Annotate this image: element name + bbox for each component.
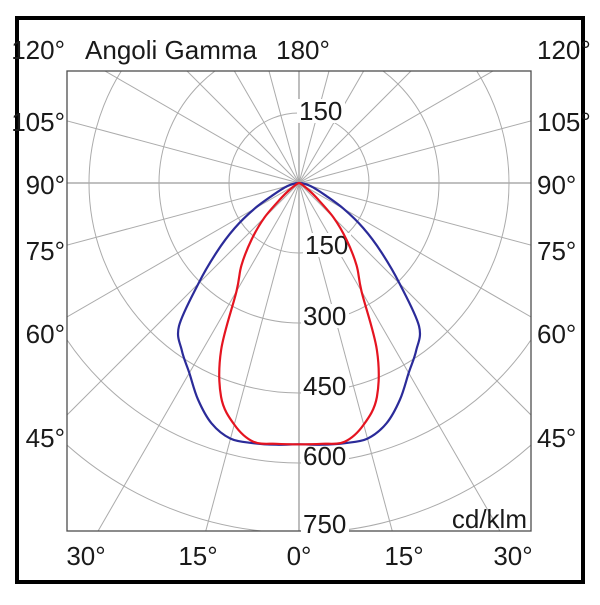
ring-value-label: 750 bbox=[303, 509, 346, 539]
ring-value-label: 150 bbox=[299, 96, 342, 126]
chart-title: Angoli Gamma bbox=[85, 35, 257, 65]
grid-ring-circle bbox=[88, 71, 510, 394]
angle-label-bottom-30r: 30° bbox=[493, 541, 532, 571]
angle-label-bottom-15r: 15° bbox=[384, 541, 423, 571]
photometric-curves bbox=[176, 181, 422, 446]
angle-label-bottom-15l: 15° bbox=[178, 541, 217, 571]
ring-labels: 150 150 300 450 600 750 bbox=[297, 96, 351, 539]
angle-label-top-180: 180° bbox=[276, 35, 330, 65]
ring-label-mask bbox=[301, 374, 349, 398]
grid-ray-line bbox=[67, 120, 531, 246]
angle-label-left-120: 120° bbox=[11, 35, 65, 65]
ring-value-label: 600 bbox=[303, 441, 346, 471]
ring-value-label: 450 bbox=[303, 371, 346, 401]
curve-c90-c270 bbox=[218, 181, 380, 446]
angle-label-bottom-0: 0° bbox=[287, 541, 312, 571]
ring-label-mask bbox=[301, 444, 349, 468]
ring-label-mask bbox=[297, 99, 345, 123]
ring-label-mask bbox=[301, 512, 349, 536]
grid-ring-circle bbox=[158, 71, 440, 324]
angle-label-left-90: 90° bbox=[26, 170, 65, 200]
ring-value-label: 300 bbox=[303, 301, 346, 331]
angle-label-left-105: 105° bbox=[11, 107, 65, 137]
angle-label-left-60: 60° bbox=[26, 319, 65, 349]
angle-label-bottom-30l: 30° bbox=[66, 541, 105, 571]
ring-label-mask bbox=[301, 304, 349, 328]
grid-ray-line bbox=[67, 120, 531, 246]
angle-label-right-90: 90° bbox=[537, 170, 576, 200]
outer-frame bbox=[15, 16, 585, 584]
angle-label-right-75: 75° bbox=[537, 236, 576, 266]
angle-label-left-45: 45° bbox=[26, 423, 65, 453]
ring-value-label: 150 bbox=[305, 230, 348, 260]
angle-label-left-75: 75° bbox=[26, 236, 65, 266]
angle-label-right-105: 105° bbox=[537, 107, 591, 137]
grid-ring-circle bbox=[67, 444, 531, 531]
unit-label: cd/klm bbox=[452, 504, 527, 534]
angle-label-right-45: 45° bbox=[537, 423, 576, 453]
plot-border bbox=[66, 70, 532, 532]
ring-label-mask bbox=[303, 233, 351, 257]
angle-label-right-120: 120° bbox=[537, 35, 591, 65]
angle-label-right-60: 60° bbox=[537, 319, 576, 349]
grid-ring-circle bbox=[67, 338, 531, 464]
